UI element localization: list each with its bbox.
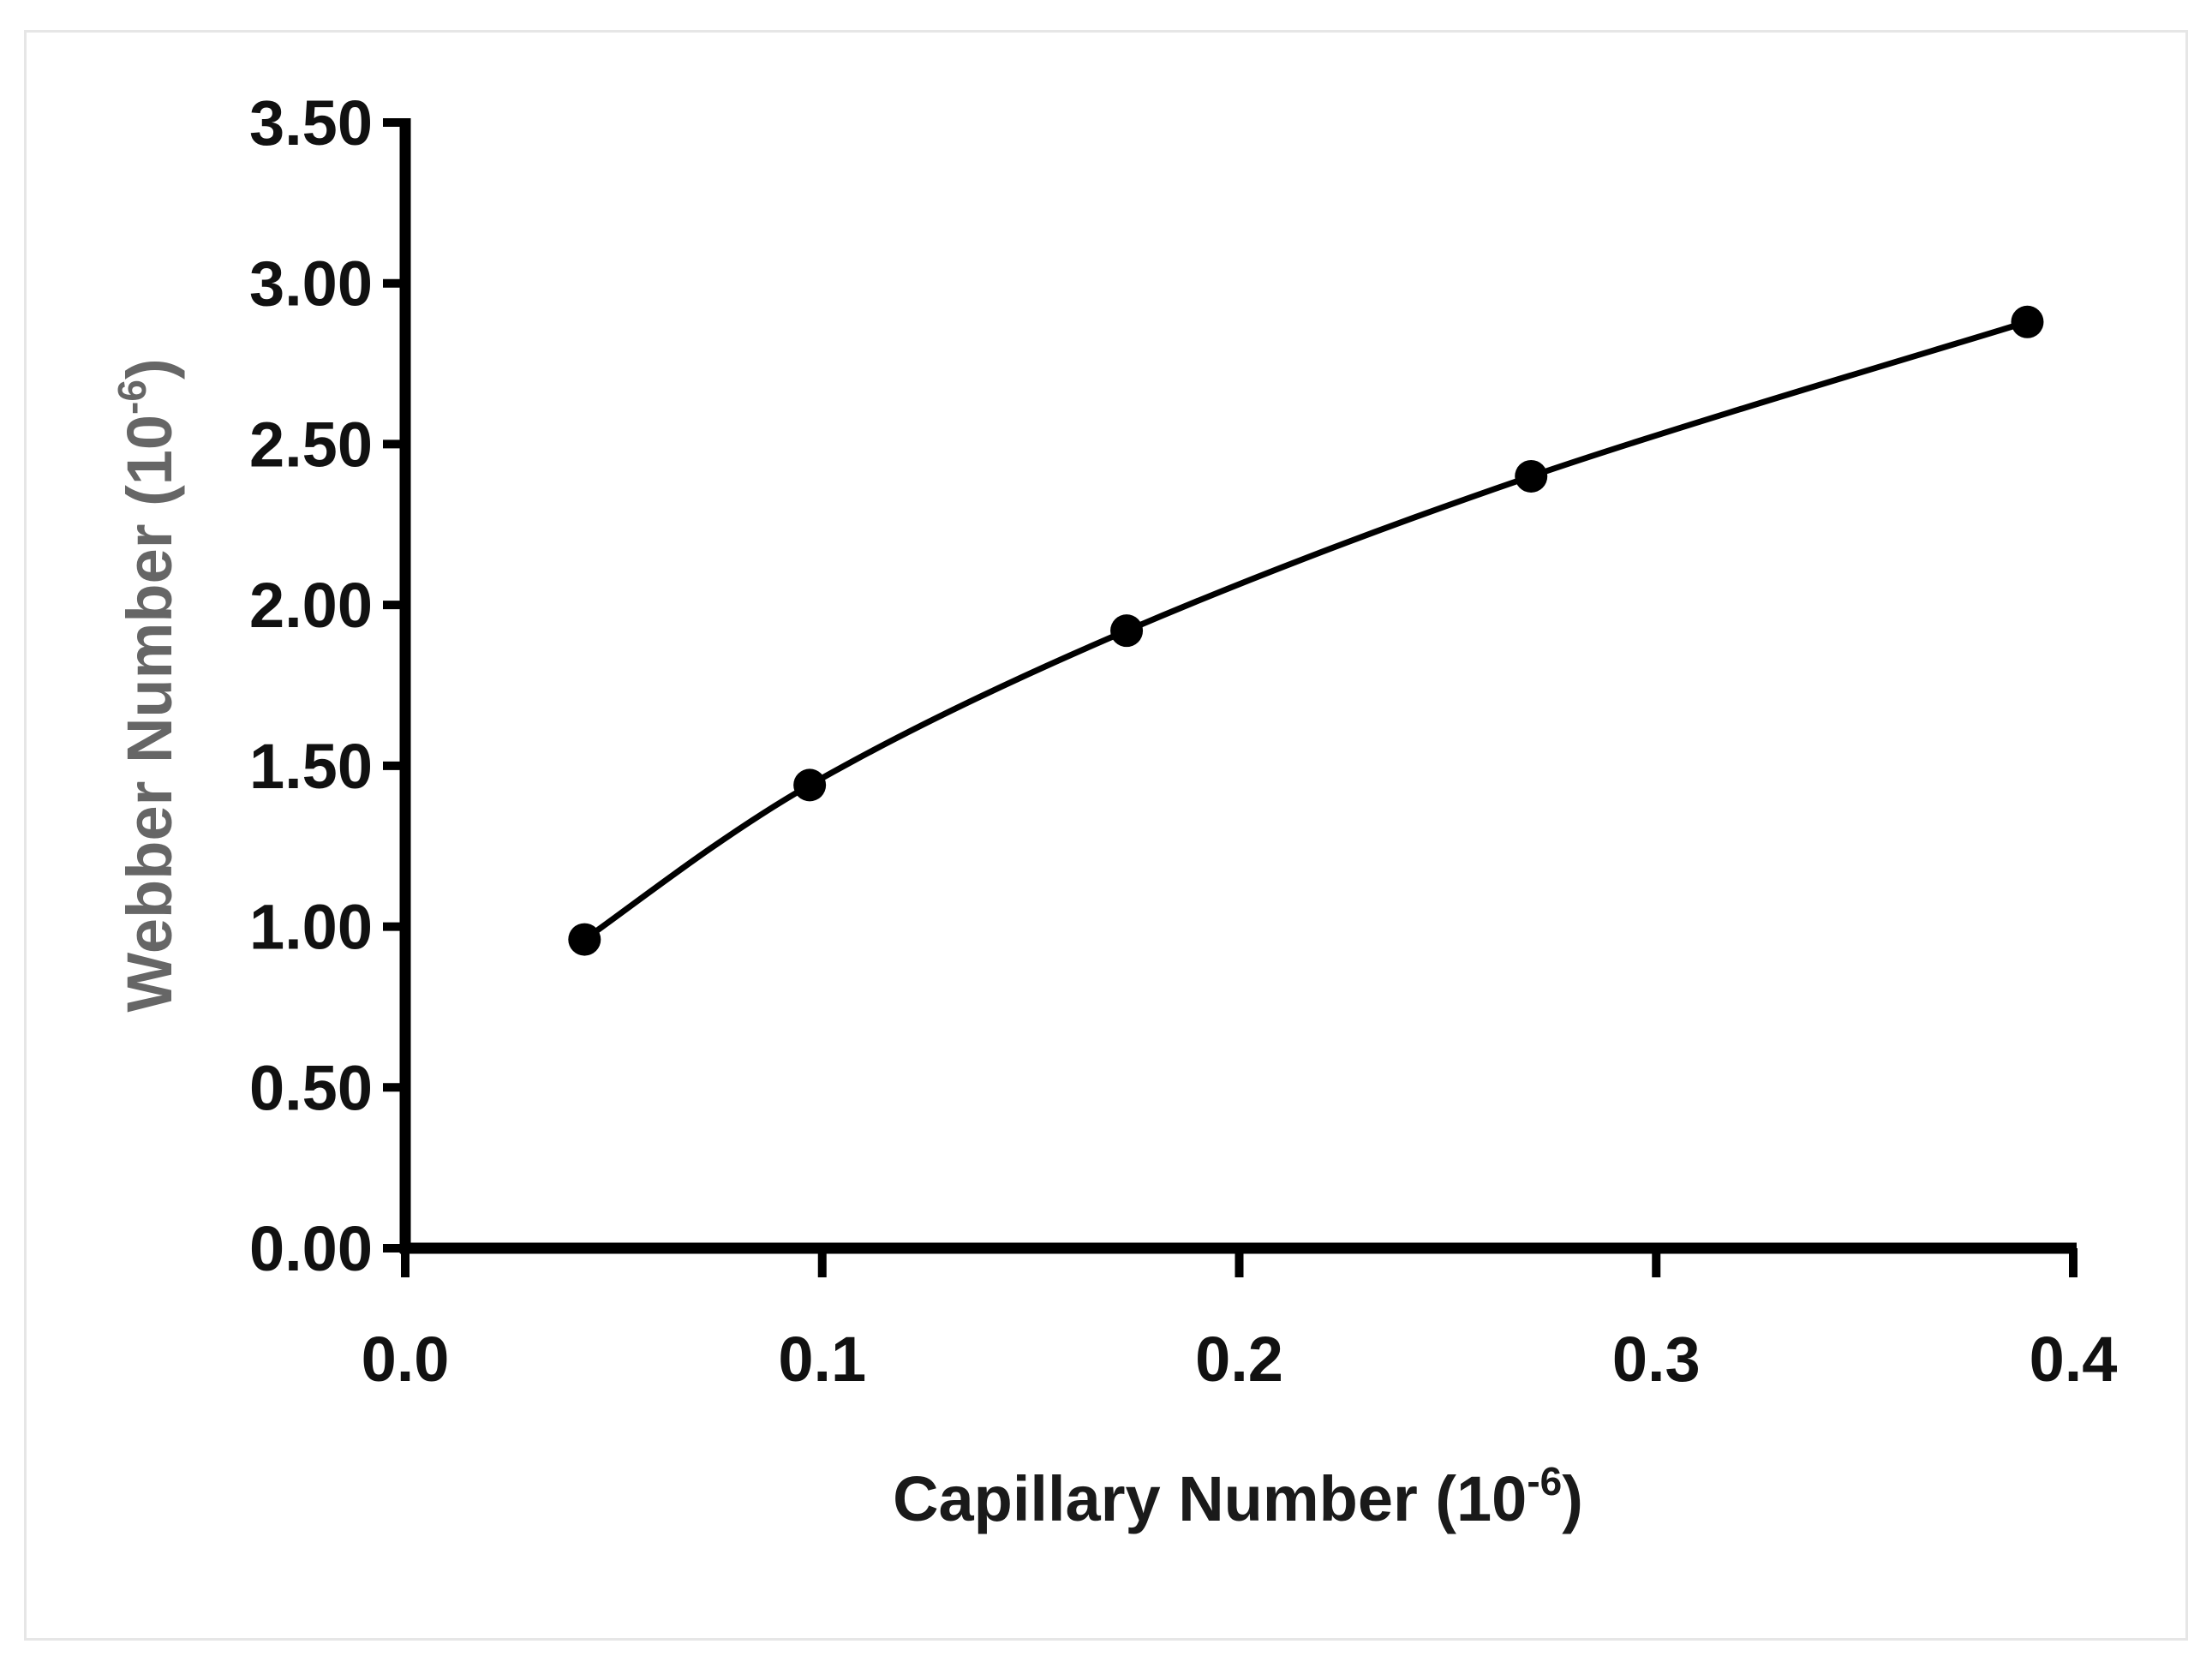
x-axis-title: Capillary Number (10-6) bbox=[893, 1459, 1583, 1534]
data-point bbox=[793, 768, 827, 802]
chart-frame bbox=[24, 30, 2188, 1641]
x-axis-ticks: 0.0 0.1 0.2 0.3 0.4 bbox=[362, 1248, 2118, 1395]
y-axis-ticks: 0.00 0.50 1.00 1.50 2.00 2.50 3.00 3.50 bbox=[249, 87, 405, 1284]
series-line bbox=[583, 319, 2029, 942]
y-tick-label: 0.50 bbox=[249, 1052, 373, 1123]
x-tick-label: 0.1 bbox=[778, 1324, 866, 1395]
x-tick-label: 0.2 bbox=[1195, 1324, 1283, 1395]
y-tick-label: 3.50 bbox=[249, 87, 373, 158]
y-tick-label: 1.00 bbox=[249, 892, 373, 963]
series-layer bbox=[568, 305, 2044, 956]
y-tick-label: 3.00 bbox=[249, 248, 373, 320]
data-point bbox=[1110, 614, 1144, 648]
x-tick-label: 0.4 bbox=[2030, 1324, 2118, 1395]
y-tick-label: 1.50 bbox=[249, 731, 373, 802]
y-tick-label: 2.00 bbox=[249, 570, 373, 641]
x-tick-label: 0.0 bbox=[362, 1324, 450, 1395]
data-point bbox=[1515, 459, 1548, 493]
x-tick-label: 0.3 bbox=[1612, 1324, 1701, 1395]
y-axis-title: Webber Number (10-6) bbox=[110, 358, 185, 1012]
y-tick-label: 2.50 bbox=[249, 409, 373, 480]
data-point bbox=[2011, 305, 2044, 338]
y-tick-label: 0.00 bbox=[249, 1213, 373, 1284]
data-point bbox=[568, 923, 601, 956]
